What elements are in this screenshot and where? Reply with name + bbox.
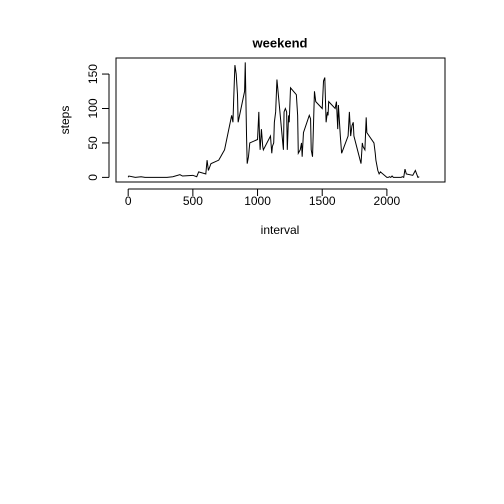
x-tick-label: 2000 xyxy=(374,194,401,208)
data-line xyxy=(127,62,420,179)
y-tick-label: 100 xyxy=(86,98,100,118)
chart-title: weekend xyxy=(252,35,308,50)
plot-box xyxy=(115,57,446,183)
x-tick-label: 1500 xyxy=(309,194,336,208)
y-axis-label: steps xyxy=(58,106,72,135)
x-tick-label: 500 xyxy=(183,194,203,208)
y-tick-label: 0 xyxy=(86,174,100,181)
x-tick-label: 1000 xyxy=(244,194,271,208)
x-tick-label: 0 xyxy=(125,194,132,208)
x-axis-label: interval xyxy=(261,223,300,237)
y-tick-label: 50 xyxy=(86,136,100,150)
y-tick-label: 150 xyxy=(86,64,100,84)
